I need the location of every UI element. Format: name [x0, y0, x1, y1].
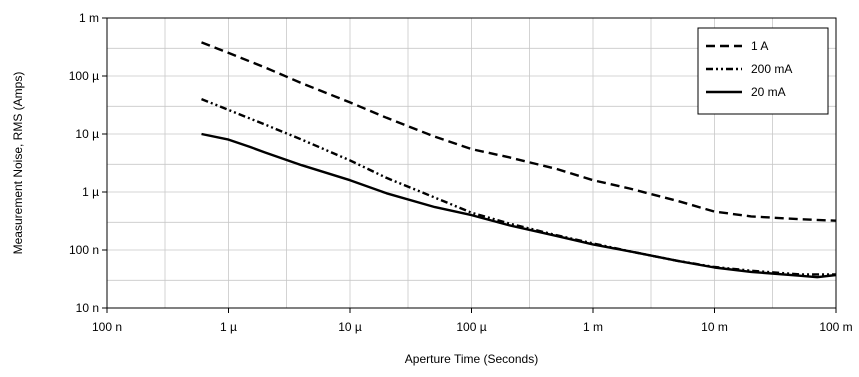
legend-items: 1 A 200 mA 20 mA — [706, 39, 792, 99]
legend-label-0: 1 A — [751, 39, 768, 53]
x-axis-label: Aperture Time (Seconds) — [405, 352, 538, 366]
series-line-1 — [201, 97, 836, 276]
tick-labels: 100 n 1 µ 10 µ 100 µ 1 m 10 m 100 m 10 n 100 n 1 … — [69, 11, 853, 334]
plot-frame — [106, 17, 837, 309]
y-tick-label: 10 n — [76, 301, 99, 315]
x-tick-label: 1 m — [583, 320, 603, 334]
x-tick-label: 10 m — [701, 320, 728, 334]
x-tick-label: 1 µ — [220, 320, 237, 334]
legend-label-1: 200 mA — [751, 62, 792, 76]
y-axis-label: Measurement Noise, RMS (Amps) — [11, 72, 25, 255]
y-tick-label: 1 m — [79, 11, 99, 25]
y-tick-label: 100 n — [69, 243, 99, 257]
series-line-2 — [201, 132, 837, 279]
y-tick-label: 100 µ — [69, 69, 99, 83]
x-tick-label: 100 n — [92, 320, 122, 334]
x-tick-label: 100 m — [819, 320, 852, 334]
x-tick-label: 10 µ — [338, 320, 362, 334]
legend-box — [697, 27, 829, 115]
series-line-0 — [201, 41, 837, 222]
y-tick-label: 10 µ — [75, 127, 99, 141]
x-tick-label: 100 µ — [456, 320, 486, 334]
series-lines — [201, 41, 837, 279]
legend: 1 A 200 mA 20 mA — [697, 27, 829, 115]
legend-label-2: 20 mA — [751, 85, 786, 99]
y-tick-label: 1 µ — [82, 185, 99, 199]
